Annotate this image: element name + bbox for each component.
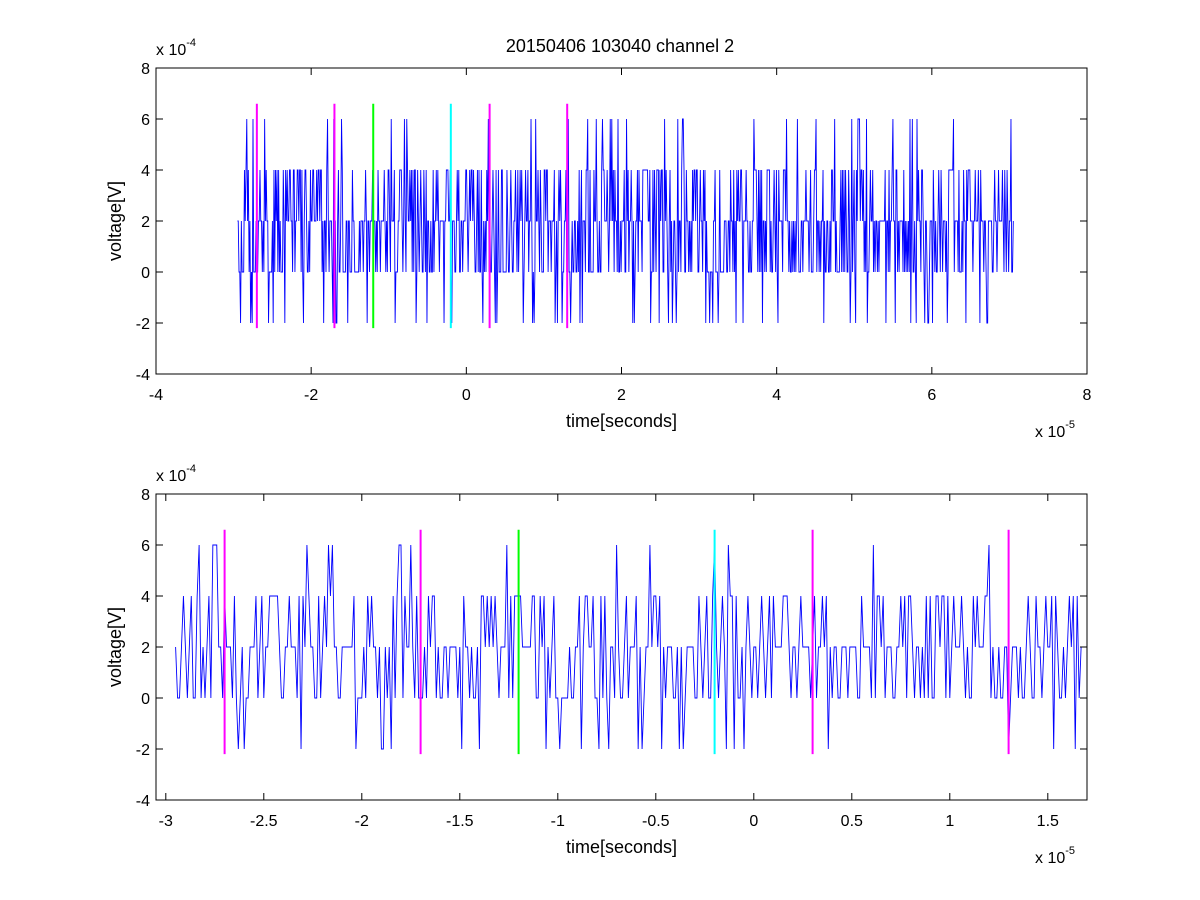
top-x-tick-label: -4 xyxy=(149,387,163,404)
top-tick-marks xyxy=(155,67,1088,375)
bottom-y-tick-label: 0 xyxy=(141,691,150,708)
top-tick-labels: -4 -2 0 2 4 6 8 -4 -2 0 2 4 6 8 xyxy=(136,61,1092,404)
top-y-exponent-label: x 10-4 xyxy=(156,37,196,59)
bottom-y-tick-label: 4 xyxy=(141,589,150,606)
top-y-tick-label: 0 xyxy=(141,265,150,282)
chart-title: 20150406 103040 channel 2 xyxy=(506,36,734,56)
top-y-tick-label: 6 xyxy=(141,112,150,129)
bottom-y-tick-label: 6 xyxy=(141,538,150,555)
top-y-tick-label: -2 xyxy=(136,316,150,333)
top-axes: -4 -2 0 2 4 6 8 -4 -2 0 2 4 6 8 time[seconds] voltage… xyxy=(105,37,1092,441)
top-y-tick-label: 2 xyxy=(141,214,150,231)
top-x-tick-label: 6 xyxy=(927,387,936,404)
bottom-signal-series xyxy=(175,544,1087,750)
bottom-x-tick-label: 1 xyxy=(945,813,954,830)
bottom-y-tick-label: -2 xyxy=(136,742,150,759)
bottom-x-tick-label: -3 xyxy=(159,813,173,830)
bottom-x-tick-label: -2 xyxy=(355,813,369,830)
top-y-tick-label: 8 xyxy=(141,61,150,78)
bottom-event-markers xyxy=(223,529,1010,755)
bottom-y-exponent-label: x 10-4 xyxy=(156,463,196,485)
top-y-tick-label: 4 xyxy=(141,163,150,180)
top-y-tick-label: -4 xyxy=(136,367,150,384)
bottom-voltage-line xyxy=(175,544,1087,750)
bottom-axes: -3 -2.5 -2 -1.5 -1 -0.5 0 0.5 1 1.5 -4 -2 0 2 4 6 8 time… xyxy=(105,463,1088,867)
bottom-y-tick-label: 2 xyxy=(141,640,150,657)
bottom-y-axis-title: voltage[V] xyxy=(105,607,125,687)
top-x-tick-label: 4 xyxy=(772,387,781,404)
bottom-x-tick-label: -2.5 xyxy=(250,813,278,830)
bottom-x-tick-label: -1.5 xyxy=(446,813,474,830)
bottom-tick-marks xyxy=(156,493,1087,801)
top-voltage-line xyxy=(237,118,1014,324)
top-x-tick-label: 8 xyxy=(1083,387,1092,404)
top-x-tick-label: 0 xyxy=(462,387,471,404)
bottom-y-tick-label: -4 xyxy=(136,793,150,810)
top-x-tick-label: -2 xyxy=(304,387,318,404)
bottom-x-tick-label: -0.5 xyxy=(642,813,670,830)
bottom-x-tick-label: 1.5 xyxy=(1037,813,1059,830)
bottom-x-tick-label: -1 xyxy=(551,813,565,830)
top-x-axis-title: time[seconds] xyxy=(566,411,677,431)
top-event-markers xyxy=(255,103,569,329)
top-y-axis-title: voltage[V] xyxy=(105,181,125,261)
bottom-x-axis-title: time[seconds] xyxy=(566,837,677,857)
top-x-tick-label: 2 xyxy=(617,387,626,404)
bottom-y-tick-label: 8 xyxy=(141,487,150,504)
bottom-x-exponent-label: x 10-5 xyxy=(1035,845,1075,867)
top-signal-series xyxy=(237,118,1014,324)
top-x-exponent-label: x 10-5 xyxy=(1035,419,1075,441)
bottom-x-tick-label: 0 xyxy=(749,813,758,830)
bottom-tick-labels: -3 -2.5 -2 -1.5 -1 -0.5 0 0.5 1 1.5 -4 -2 0 2 4 6 8 xyxy=(136,487,1059,830)
bottom-x-tick-label: 0.5 xyxy=(841,813,863,830)
bottom-axes-frame xyxy=(155,493,1088,801)
